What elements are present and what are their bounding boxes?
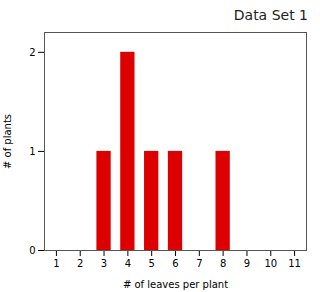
html-text:Data Set 1: Data Set 1	[233, 7, 308, 23]
svg-text:7: 7	[196, 258, 202, 269]
svg-text:9: 9	[244, 258, 250, 269]
svg-text:6: 6	[172, 258, 178, 269]
svg-text:1: 1	[53, 258, 59, 269]
svg-text:1: 1	[29, 146, 35, 157]
svg-text:5: 5	[148, 258, 154, 269]
svg-text:11: 11	[288, 258, 301, 269]
svg-text:4: 4	[125, 258, 131, 269]
svg-text:# of leaves per plant: # of leaves per plant	[123, 279, 228, 290]
svg-text:3: 3	[101, 258, 107, 269]
svg-text:# of plants: # of plants	[2, 114, 13, 169]
svg-text:0: 0	[29, 245, 35, 256]
svg-text:8: 8	[220, 258, 226, 269]
svg-text:2: 2	[29, 47, 35, 58]
svg-text:10: 10	[264, 258, 277, 269]
svg-text:2: 2	[77, 258, 83, 269]
